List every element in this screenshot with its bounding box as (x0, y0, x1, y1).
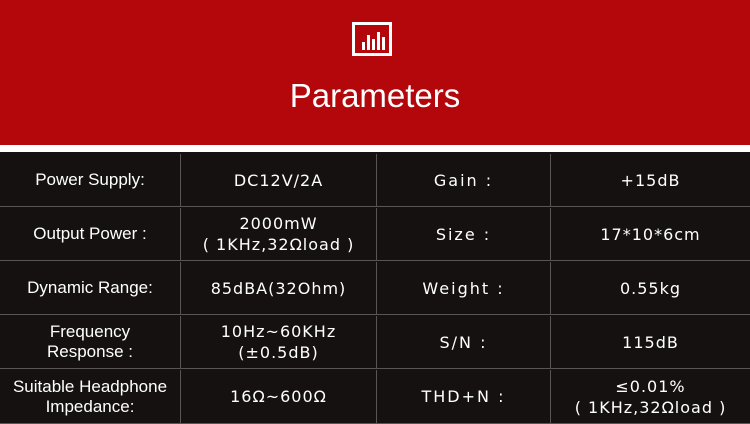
param-label: Gain : (434, 170, 493, 191)
table-row: Frequency Response :10Hz~60KHz (±0.5dB) S/N… (0, 316, 750, 369)
param-value-cell: 2000mW( 1KHz,32Ωload ) (181, 208, 377, 260)
header-banner: Parameters (0, 0, 750, 145)
param-value: +15dB (621, 170, 681, 191)
param-value-cell: +15dB (551, 154, 750, 206)
parameters-table: Power Supply: DC12V/2A Gain : +15dB Output P… (0, 154, 750, 424)
param-label: Response : (47, 342, 133, 362)
table-row: Power Supply: DC12V/2A Gain : +15dB (0, 154, 750, 207)
param-value: DC12V/2A (234, 170, 323, 191)
param-label-cell: Gain : (377, 154, 551, 206)
param-label: Impedance: (46, 397, 135, 417)
param-value: (±0.5dB) (238, 342, 318, 363)
param-label-cell: Size : (377, 208, 551, 260)
param-value-cell: DC12V/2A (181, 154, 377, 206)
param-label: Output Power : (33, 224, 146, 244)
param-value: ( 1KHz,32Ωload ) (203, 234, 355, 255)
param-label-cell: Frequency Response : (0, 316, 181, 368)
param-label-cell: Output Power : (0, 208, 181, 260)
param-value-cell: 115dB (551, 316, 750, 368)
param-label: Power Supply: (35, 170, 145, 190)
param-label-cell: Suitable Headphone Impedance: (0, 370, 181, 423)
table-row: Suitable Headphone Impedance: 16Ω~600Ω THD+… (0, 370, 750, 424)
table-row: Output Power : 2000mW( 1KHz,32Ωload ) Size… (0, 208, 750, 261)
param-value: 17*10*6cm (600, 224, 700, 245)
param-value: ≤0.01% (615, 376, 685, 397)
param-label: Weight : (422, 278, 504, 299)
param-value-cell: 10Hz~60KHz (±0.5dB) (181, 316, 377, 368)
param-value-cell: 17*10*6cm (551, 208, 750, 260)
param-value: 0.55kg (620, 278, 681, 299)
param-value: 10Hz~60KHz (221, 321, 336, 342)
param-label-cell: Dynamic Range: (0, 262, 181, 314)
param-label: Dynamic Range: (27, 278, 153, 298)
param-value-cell: 85dBA(32Ohm) (181, 262, 377, 314)
param-value: ( 1KHz,32Ωload ) (575, 397, 727, 418)
param-label-cell: S/N : (377, 316, 551, 368)
param-label: S/N : (440, 332, 488, 353)
param-value-cell: 16Ω~600Ω (181, 370, 377, 423)
param-label-cell: Weight : (377, 262, 551, 314)
param-value: 2000mW (239, 213, 317, 234)
header-divider (0, 145, 750, 152)
param-label: Frequency (50, 322, 130, 342)
param-value: 85dBA(32Ohm) (211, 278, 347, 299)
param-value: 115dB (622, 332, 679, 353)
param-label-cell: Power Supply: (0, 154, 181, 206)
param-label: Size : (436, 224, 491, 245)
param-value-cell: ≤0.01%( 1KHz,32Ωload ) (551, 370, 750, 423)
param-label: Suitable Headphone (13, 377, 167, 397)
param-value-cell: 0.55kg (551, 262, 750, 314)
page-title: Parameters (0, 74, 750, 118)
bar-chart-icon (352, 22, 392, 56)
param-label-cell: THD+N : (377, 370, 551, 423)
param-label: THD+N : (422, 386, 506, 407)
table-row: Dynamic Range: 85dBA(32Ohm) Weight : 0.55kg (0, 262, 750, 315)
param-value: 16Ω~600Ω (230, 386, 327, 407)
